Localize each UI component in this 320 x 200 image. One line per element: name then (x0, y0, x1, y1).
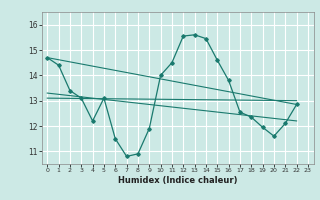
X-axis label: Humidex (Indice chaleur): Humidex (Indice chaleur) (118, 176, 237, 185)
